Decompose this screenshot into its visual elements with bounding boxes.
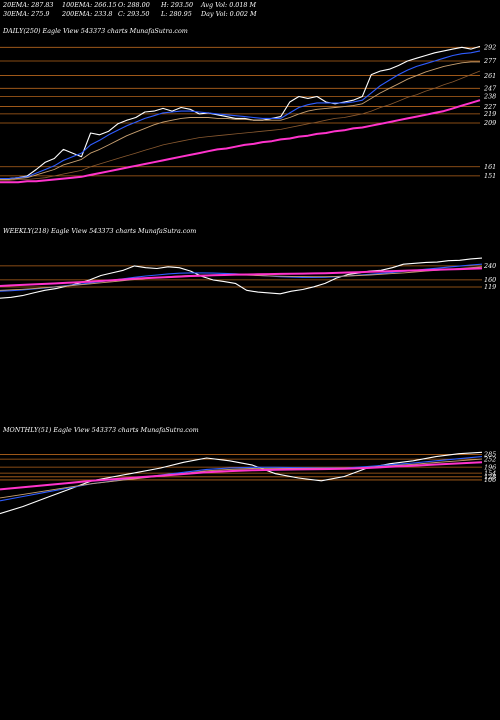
daily-tick-label-6: 219 (483, 110, 496, 118)
daily-tick-label-1: 277 (483, 57, 497, 65)
ema20-readout: 20EMA: 287.83 (3, 1, 54, 9)
monthly-tick-label-2: 196 (484, 463, 496, 471)
weekly-chart-title: WEEKLY(218) Eagle View 543373 charts Mun… (3, 227, 197, 235)
daily-ema100-line (0, 70, 481, 181)
monthly-tick-label-4: 128 (484, 473, 496, 481)
daily-tick-label-8: 161 (484, 163, 496, 171)
open-readout: O: 288.00 (118, 1, 150, 9)
avg-vol-readout: Avg Vol: 0.018 M (201, 1, 257, 9)
monthly-chart-title: MONTHLY(51) Eagle View 543373 charts Mun… (3, 426, 199, 434)
daily-tick-label-4: 238 (483, 93, 496, 101)
daily-chart-title: DAILY(250) Eagle View 543373 charts Muna… (3, 27, 188, 35)
high-readout: H: 293.50 (161, 1, 194, 9)
weekly-tick-label-2: 119 (484, 283, 496, 291)
daily-tick-label-7: 209 (483, 119, 496, 127)
ema200-readout: 200EMA: 233.8 (62, 10, 113, 18)
ema100-readout: 100EMA: 266.15 (62, 1, 117, 9)
monthly-tick-label-0: 285 (483, 451, 496, 459)
daily-tick-label-9: 151 (484, 172, 496, 180)
monthly-tick-label-1: 252 (483, 455, 496, 463)
daily-tick-label-2: 261 (483, 72, 496, 80)
weekly-ema200-line (0, 267, 483, 287)
daily-ema30-line (0, 61, 480, 180)
monthly-ema200-line (0, 461, 483, 491)
monthly-tick-label-5: 106 (484, 476, 496, 484)
daily-price-line (0, 45, 481, 181)
daily-ema20-line (0, 50, 481, 180)
close-readout: C: 293.50 (118, 10, 150, 18)
weekly-tick-label-1: 160 (484, 276, 496, 284)
ema30-readout: 30EMA: 275.9 (3, 10, 50, 18)
daily-tick-label-5: 227 (483, 103, 497, 111)
monthly-tick-label-3: 154 (484, 469, 496, 477)
daily-tick-label-3: 247 (483, 85, 497, 93)
day-vol-readout: Day Vol: 0.002 M (201, 10, 257, 18)
weekly-price-line (0, 257, 483, 299)
weekly-tick-label-0: 240 (483, 262, 496, 270)
daily-tick-label-0: 292 (483, 43, 496, 51)
low-readout: L: 280.95 (161, 10, 192, 18)
monthly-ema30-line (0, 458, 483, 499)
daily-ema200-line (0, 99, 481, 184)
